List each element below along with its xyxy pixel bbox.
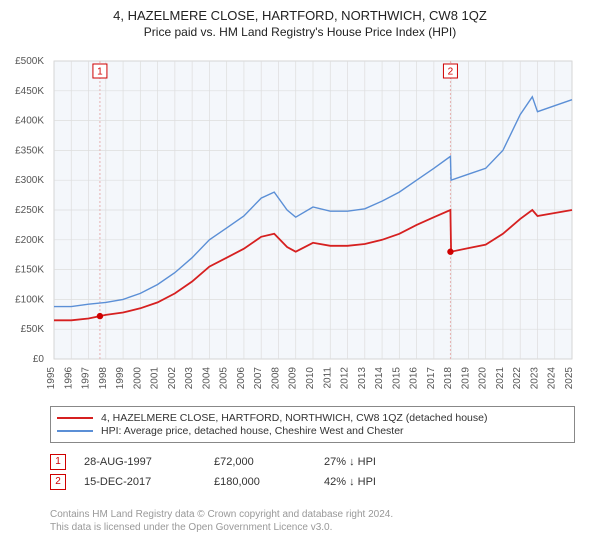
svg-text:£150K: £150K <box>15 265 44 276</box>
marker-date-2: 15-DEC-2017 <box>84 476 214 488</box>
svg-text:2013: 2013 <box>357 367 368 390</box>
svg-text:1995: 1995 <box>46 367 57 390</box>
legend-swatch-property <box>57 417 93 419</box>
svg-text:2: 2 <box>448 67 454 78</box>
svg-text:2007: 2007 <box>253 367 264 390</box>
marker-row-1: 1 28-AUG-1997 £72,000 27% ↓ HPI <box>50 454 414 470</box>
legend-swatch-hpi <box>57 430 93 432</box>
title-main: 4, HAZELMERE CLOSE, HARTFORD, NORTHWICH,… <box>0 8 600 23</box>
svg-text:1: 1 <box>97 67 103 78</box>
svg-text:£100K: £100K <box>15 294 44 305</box>
svg-text:1997: 1997 <box>81 367 92 390</box>
marker-box-2: 2 <box>50 474 66 490</box>
svg-text:2017: 2017 <box>426 367 437 390</box>
svg-text:2011: 2011 <box>322 367 333 389</box>
marker-price-2: £180,000 <box>214 476 324 488</box>
svg-text:2005: 2005 <box>219 367 230 390</box>
svg-text:2001: 2001 <box>150 367 161 390</box>
svg-text:2023: 2023 <box>529 367 540 390</box>
svg-text:£250K: £250K <box>15 205 44 216</box>
svg-text:2021: 2021 <box>495 367 506 390</box>
svg-text:2003: 2003 <box>184 367 195 390</box>
svg-text:£300K: £300K <box>15 175 44 186</box>
marker-box-1: 1 <box>50 454 66 470</box>
svg-text:2019: 2019 <box>460 367 471 390</box>
svg-text:2006: 2006 <box>236 367 247 390</box>
svg-text:1999: 1999 <box>115 367 126 390</box>
svg-text:2008: 2008 <box>270 367 281 390</box>
marker-delta-2: 42% ↓ HPI <box>324 476 414 488</box>
svg-text:2015: 2015 <box>391 367 402 390</box>
title-block: 4, HAZELMERE CLOSE, HARTFORD, NORTHWICH,… <box>0 0 600 39</box>
legend-label-property: 4, HAZELMERE CLOSE, HARTFORD, NORTHWICH,… <box>101 412 487 424</box>
legend-row-hpi: HPI: Average price, detached house, Ches… <box>57 425 568 437</box>
svg-text:2012: 2012 <box>340 367 351 390</box>
svg-text:1998: 1998 <box>98 367 109 390</box>
svg-text:£50K: £50K <box>21 324 45 335</box>
svg-text:2020: 2020 <box>478 367 489 390</box>
svg-text:2024: 2024 <box>547 367 558 390</box>
marker-row-2: 2 15-DEC-2017 £180,000 42% ↓ HPI <box>50 474 414 490</box>
svg-text:2002: 2002 <box>167 367 178 390</box>
svg-text:2000: 2000 <box>132 367 143 390</box>
svg-text:£0: £0 <box>33 354 45 365</box>
marker-price-1: £72,000 <box>214 456 324 468</box>
footer-line1: Contains HM Land Registry data © Crown c… <box>50 508 393 521</box>
svg-text:2009: 2009 <box>288 367 299 390</box>
footer: Contains HM Land Registry data © Crown c… <box>50 508 393 534</box>
svg-text:£350K: £350K <box>15 145 44 156</box>
svg-text:£500K: £500K <box>15 56 44 67</box>
marker-table: 1 28-AUG-1997 £72,000 27% ↓ HPI 2 15-DEC… <box>50 450 414 494</box>
svg-text:2010: 2010 <box>305 367 316 390</box>
svg-text:2004: 2004 <box>201 367 212 390</box>
marker-delta-1: 27% ↓ HPI <box>324 456 414 468</box>
legend-box: 4, HAZELMERE CLOSE, HARTFORD, NORTHWICH,… <box>50 406 575 443</box>
legend-row-property: 4, HAZELMERE CLOSE, HARTFORD, NORTHWICH,… <box>57 412 568 424</box>
chart-svg: £0£50K£100K£150K£200K£250K£300K£350K£400… <box>50 55 580 395</box>
svg-text:£450K: £450K <box>15 86 44 97</box>
svg-text:2014: 2014 <box>374 367 385 390</box>
footer-line2: This data is licensed under the Open Gov… <box>50 521 393 534</box>
svg-text:£200K: £200K <box>15 235 44 246</box>
svg-text:1996: 1996 <box>63 367 74 390</box>
svg-text:2022: 2022 <box>512 367 523 390</box>
chart-container: 4, HAZELMERE CLOSE, HARTFORD, NORTHWICH,… <box>0 0 600 560</box>
svg-text:2018: 2018 <box>443 367 454 390</box>
title-sub: Price paid vs. HM Land Registry's House … <box>0 25 600 39</box>
marker-date-1: 28-AUG-1997 <box>84 456 214 468</box>
svg-text:2025: 2025 <box>564 367 575 390</box>
legend-label-hpi: HPI: Average price, detached house, Ches… <box>101 425 404 437</box>
svg-text:£400K: £400K <box>15 116 44 127</box>
svg-text:2016: 2016 <box>409 367 420 390</box>
